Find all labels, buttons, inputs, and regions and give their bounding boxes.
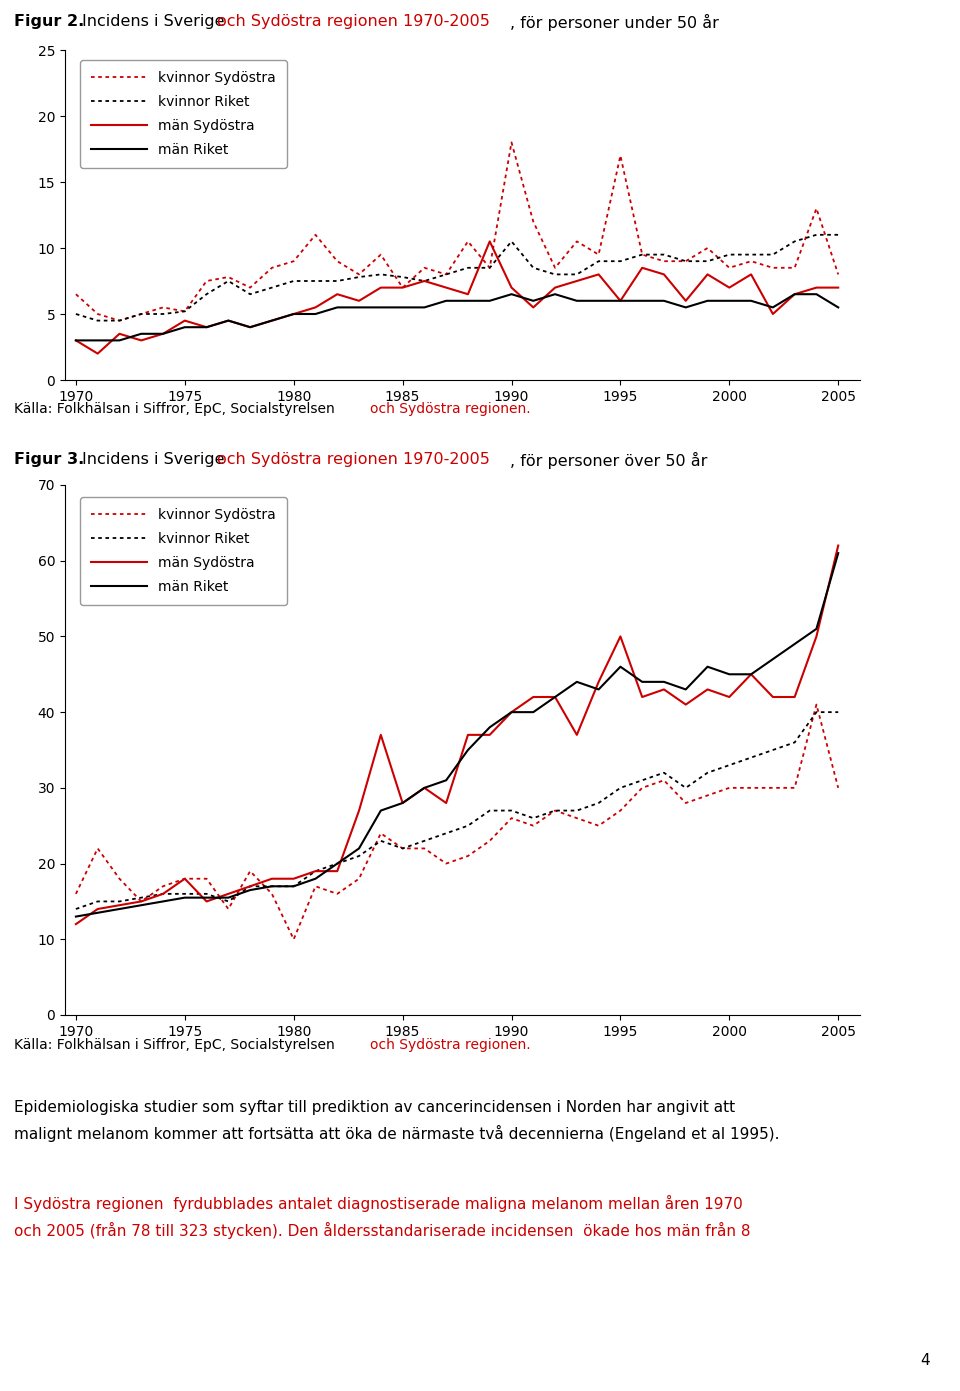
Text: Figur 3.: Figur 3. xyxy=(14,452,84,467)
Legend: kvinnor Sydöstra, kvinnor Riket, män Sydöstra, män Riket: kvinnor Sydöstra, kvinnor Riket, män Syd… xyxy=(80,497,286,605)
Text: Källa: Folkhälsan i Siffror, EpC, Socialstyrelsen: Källa: Folkhälsan i Siffror, EpC, Social… xyxy=(14,1038,339,1052)
Text: och Sydöstra regionen.: och Sydöstra regionen. xyxy=(370,1038,531,1052)
Text: Incidens i Sverige: Incidens i Sverige xyxy=(82,452,229,467)
Text: Epidemiologiska studier som syftar till prediktion av cancerincidensen i Norden : Epidemiologiska studier som syftar till … xyxy=(14,1100,735,1116)
Text: Källa: Folkhälsan i Siffror, EpC, Socialstyrelsen: Källa: Folkhälsan i Siffror, EpC, Social… xyxy=(14,402,339,416)
Text: I Sydöstra regionen  fyrdubblades antalet diagnostiserade maligna melanom mellan: I Sydöstra regionen fyrdubblades antalet… xyxy=(14,1195,743,1212)
Text: och 2005 (från 78 till 323 stycken). Den åldersstandariserade incidensen  ökade : och 2005 (från 78 till 323 stycken). Den… xyxy=(14,1223,751,1239)
Text: malignt melanom kommer att fortsätta att öka de närmaste två decennierna (Engela: malignt melanom kommer att fortsätta att… xyxy=(14,1125,780,1142)
Text: och Sydöstra regionen 1970-2005: och Sydöstra regionen 1970-2005 xyxy=(217,452,490,467)
Text: , för personer under 50 år: , för personer under 50 år xyxy=(510,14,719,31)
Text: och Sydöstra regionen.: och Sydöstra regionen. xyxy=(370,402,531,416)
Text: 4: 4 xyxy=(920,1353,929,1367)
Text: och Sydöstra regionen 1970-2005: och Sydöstra regionen 1970-2005 xyxy=(217,14,490,29)
Text: Incidens i Sverige: Incidens i Sverige xyxy=(82,14,229,29)
Legend: kvinnor Sydöstra, kvinnor Riket, män Sydöstra, män Riket: kvinnor Sydöstra, kvinnor Riket, män Syd… xyxy=(80,60,286,168)
Text: Figur 2.: Figur 2. xyxy=(14,14,84,29)
Text: , för personer över 50 år: , för personer över 50 år xyxy=(510,452,708,469)
